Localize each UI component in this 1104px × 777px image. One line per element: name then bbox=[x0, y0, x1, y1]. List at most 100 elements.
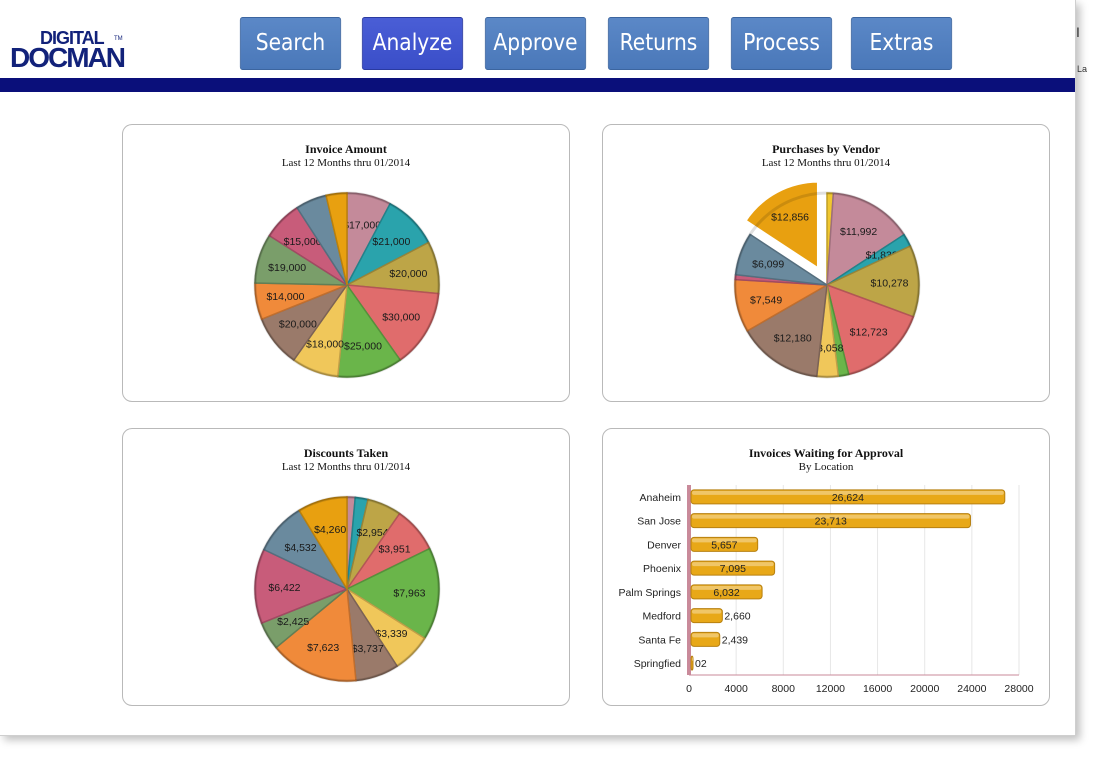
bar-category-label: Phoenix bbox=[643, 563, 682, 575]
bar[interactable] bbox=[690, 536, 759, 552]
pie-slice-label: $12,856 bbox=[771, 211, 809, 223]
nav-process-button[interactable]: Process bbox=[730, 17, 833, 70]
pie-slice[interactable] bbox=[345, 547, 440, 640]
bar-category-label: Santa Fe bbox=[638, 634, 681, 646]
pie-slice[interactable] bbox=[825, 245, 920, 318]
chart-subtitle: By Location bbox=[798, 461, 854, 473]
logo-text-top: DIGITAL bbox=[40, 28, 105, 48]
bar-highlight bbox=[692, 585, 762, 590]
pie-slice-label: $17,000 bbox=[343, 219, 381, 231]
header-divider-bar bbox=[0, 78, 1075, 92]
bar-highlight bbox=[692, 538, 757, 543]
bar-value-label: 02 bbox=[695, 658, 707, 670]
bar[interactable] bbox=[690, 608, 723, 624]
pie-slice[interactable] bbox=[746, 283, 828, 378]
digital-docman-logo[interactable]: DIGITAL TM DOCMAN bbox=[10, 28, 145, 74]
x-tick-label: 16000 bbox=[863, 683, 892, 695]
invoice-amount-panel: Invoice Amount Last 12 Months thru 01/20… bbox=[122, 124, 570, 402]
pie-slice-label: $3,339 bbox=[375, 628, 407, 640]
pie-slice[interactable] bbox=[275, 587, 357, 682]
invoice-amount-pie-chart: $17,000 $21,000 $20,000 $30,000 $25,000$18,0… bbox=[253, 191, 441, 379]
discounts-taken-panel: Discounts Taken Last 12 Months thru 01/2… bbox=[122, 428, 570, 706]
bar[interactable] bbox=[690, 631, 721, 647]
pie-slice-label: $6,099 bbox=[752, 259, 784, 271]
pie-slice-label: $12,180 bbox=[774, 332, 812, 344]
pie-slice-label: $19,000 bbox=[268, 262, 306, 274]
nav-returns-button[interactable]: Returns bbox=[607, 17, 710, 70]
nav-search-button[interactable]: Search bbox=[239, 17, 342, 70]
pie-slice-label: $25,000 bbox=[344, 340, 382, 352]
invoices-waiting-panel: Invoices Waiting for Approval By Locatio… bbox=[602, 428, 1050, 706]
pie-slice[interactable] bbox=[826, 192, 906, 287]
chart-title: Invoices Waiting for Approval bbox=[748, 446, 904, 460]
chart-title: Invoice Amount bbox=[305, 142, 387, 156]
header-right-subtext: La bbox=[1077, 64, 1088, 74]
bar-category-label: Palm Springs bbox=[619, 587, 681, 599]
purchases-by-vendor-pie-chart: $11,992$1,838$10,278$12,723$3,058$12,180… bbox=[733, 179, 921, 379]
pie-rim bbox=[253, 495, 441, 683]
pie-slice-label: $2,954 bbox=[356, 527, 388, 539]
bar-category-label: Springfied bbox=[634, 658, 681, 670]
pie-slice-label: $20,000 bbox=[279, 319, 317, 331]
bar-value-label: 7,095 bbox=[720, 563, 746, 575]
discounts-taken-pie-chart: $2,954 $3,951 $7,963 $3,339 $3,737 $7,623 $2,4… bbox=[253, 495, 441, 683]
header-right-text: I bbox=[1076, 24, 1080, 40]
bar[interactable] bbox=[690, 513, 971, 529]
bar-category-label: Medford bbox=[642, 611, 681, 623]
pie-slice-label: $4,260 bbox=[314, 524, 346, 536]
invoices-waiting-bar-chart: Anaheim 26,624 San Jose 23,713 Denver 5,657 Ph… bbox=[619, 485, 1034, 695]
pie-slice-label: $14,000 bbox=[266, 291, 304, 303]
x-tick-label: 24000 bbox=[957, 683, 986, 695]
pie-slice[interactable] bbox=[325, 192, 348, 286]
bar-value-label: 23,713 bbox=[815, 516, 847, 528]
x-tick-label: 4000 bbox=[724, 683, 748, 695]
x-tick-label: 12000 bbox=[816, 683, 845, 695]
bar-value-label: 2,660 bbox=[724, 611, 750, 623]
pie-slice[interactable] bbox=[345, 284, 440, 362]
bar-highlight bbox=[692, 490, 1004, 495]
bar-value-label: 26,624 bbox=[832, 492, 864, 504]
pie-slice[interactable] bbox=[254, 548, 349, 625]
pie-rim bbox=[733, 191, 921, 379]
chart-subtitle: Last 12 Months thru 01/2014 bbox=[281, 157, 411, 169]
pie-slice[interactable] bbox=[336, 282, 402, 378]
pie-slice[interactable] bbox=[734, 233, 828, 286]
pie-slice-label: $12,723 bbox=[850, 327, 888, 339]
chart-title: Purchases by Vendor bbox=[772, 142, 880, 156]
bar-value-label: 5,657 bbox=[711, 539, 737, 551]
bar-value-label: 6,032 bbox=[713, 587, 739, 599]
pie-slice[interactable] bbox=[298, 496, 348, 592]
pie-slice-label: $15,000 bbox=[284, 236, 322, 248]
nav-analyze-button[interactable]: Analyze bbox=[361, 17, 464, 70]
purchases-by-vendor-panel: Purchases by Vendor Last 12 Months thru … bbox=[602, 124, 1050, 402]
chart-subtitle: Last 12 Months thru 01/2014 bbox=[761, 157, 891, 169]
pie-slice[interactable] bbox=[742, 179, 820, 272]
pie-slice-label: $21,000 bbox=[372, 236, 410, 248]
bar[interactable] bbox=[690, 584, 763, 600]
pie-rim bbox=[253, 191, 441, 379]
bar[interactable] bbox=[690, 655, 694, 671]
pie-slice[interactable] bbox=[825, 283, 915, 376]
logo-text-bottom: DOCMAN bbox=[10, 42, 126, 73]
logo-trademark: TM bbox=[114, 36, 123, 42]
nav-extras-button[interactable]: Extras bbox=[850, 17, 953, 70]
bar-highlight bbox=[692, 633, 719, 638]
pie-slice-label: $7,623 bbox=[307, 642, 339, 654]
bar-category-label: Denver bbox=[647, 539, 681, 551]
bar-highlight bbox=[692, 514, 970, 519]
bar[interactable] bbox=[690, 560, 776, 576]
bar-value-label: 2,439 bbox=[722, 634, 748, 646]
pie-slice-label: $3,951 bbox=[378, 543, 410, 555]
nav-approve-button[interactable]: Approve bbox=[484, 17, 587, 70]
x-tick-label: 28000 bbox=[1004, 683, 1033, 695]
pie-slice-label: $18,000 bbox=[306, 339, 344, 351]
bar[interactable] bbox=[690, 489, 1006, 505]
bar-category-label: Anaheim bbox=[640, 492, 682, 504]
pie-slice-label: $6,422 bbox=[268, 582, 300, 594]
x-tick-label: 8000 bbox=[772, 683, 796, 695]
bar-highlight bbox=[692, 609, 722, 614]
pie-slice-label: $2,425 bbox=[277, 616, 309, 628]
pie-slice-label: $4,532 bbox=[284, 542, 316, 554]
dashboard-page: DIGITAL TM DOCMAN Search Analyze Approve… bbox=[0, 0, 1076, 736]
pie-slice-label: $20,000 bbox=[389, 268, 427, 280]
